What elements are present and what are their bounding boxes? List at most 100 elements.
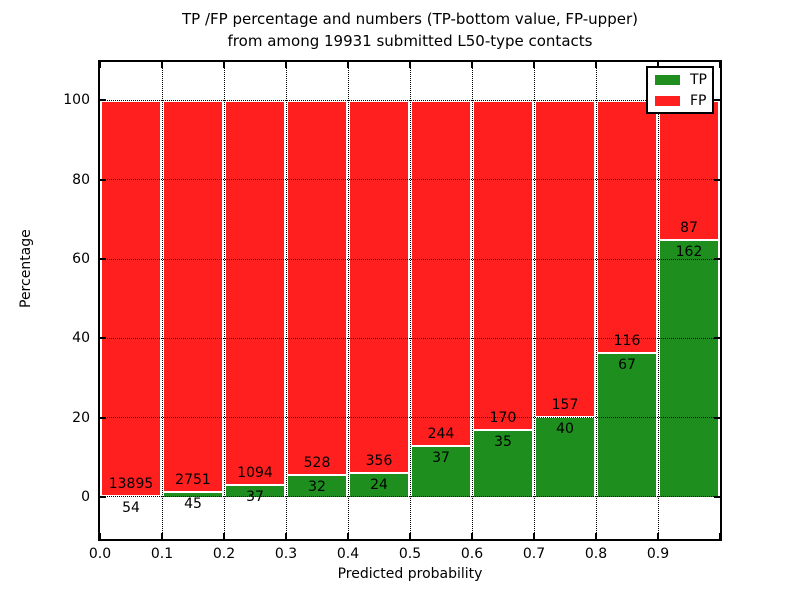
x-tick-mark-bottom [595, 533, 597, 539]
bar-fp-count-label: 157 [551, 397, 579, 414]
x-tick-label: 0.3 [274, 546, 298, 562]
legend-item-tp: TP [648, 69, 712, 90]
y-tick-label: 0 [81, 488, 90, 505]
y-tick-mark-left [100, 337, 106, 340]
v-gridline [595, 62, 597, 539]
bar-tp-count-label: 45 [184, 495, 202, 512]
v-gridline [161, 62, 163, 539]
v-gridline [657, 62, 659, 539]
bar-fp-count-label: 87 [680, 220, 698, 236]
bar-fp-segment [410, 100, 472, 445]
x-tick-mark-top [719, 62, 721, 68]
x-tick-mark-bottom [285, 533, 287, 539]
x-tick-mark-bottom [533, 533, 535, 539]
legend-swatch-fp [655, 95, 680, 106]
x-tick-mark-bottom [471, 533, 473, 539]
y-tick-label: 60 [72, 251, 90, 268]
bar-tp-count-label: 54 [122, 500, 140, 517]
x-tick-mark-top [223, 62, 225, 68]
v-gridline [223, 62, 225, 539]
bar-fp-segment [100, 100, 162, 496]
bar-fp-segment [658, 100, 720, 239]
bar-tp-count-label: 162 [675, 244, 703, 260]
x-tick-mark-top [161, 62, 163, 68]
y-tick-mark-left [100, 258, 106, 261]
legend-label-tp: TP [690, 71, 707, 88]
x-tick-mark-bottom [161, 533, 163, 539]
chart-title-line1: TP /FP percentage and numbers (TP-bottom… [182, 10, 638, 28]
x-tick-label: 0.1 [150, 546, 174, 562]
y-tick-mark-right [714, 337, 720, 340]
bar-tp-count-label: 67 [618, 356, 636, 373]
x-tick-mark-top [99, 62, 101, 68]
bar-fp-count-label: 244 [427, 425, 455, 442]
v-gridline [347, 62, 349, 539]
y-tick-label: 80 [72, 171, 90, 188]
bar-fp-count-label: 528 [303, 455, 331, 472]
bar-tp-count-label: 35 [494, 434, 512, 451]
y-tick-mark-right [714, 416, 720, 419]
x-tick-mark-bottom [223, 533, 225, 539]
bar-tp-segment [658, 239, 720, 497]
x-tick-mark-bottom [719, 533, 721, 539]
legend: TP FP [646, 66, 714, 114]
bar-tp-segment [286, 474, 348, 497]
x-tick-mark-bottom [99, 533, 101, 539]
chart-title-line2: from among 19931 submitted L50-type cont… [227, 32, 593, 50]
x-tick-mark-top [285, 62, 287, 68]
x-tick-mark-bottom [409, 533, 411, 539]
v-gridline [285, 62, 287, 539]
bar-tp-segment [410, 444, 472, 497]
x-tick-mark-top [347, 62, 349, 68]
x-tick-mark-top [471, 62, 473, 68]
y-tick-mark-left [100, 416, 106, 419]
x-tick-label: 0.8 [584, 546, 608, 562]
y-tick-label: 40 [72, 330, 90, 347]
legend-item-fp: FP [648, 90, 712, 111]
chart-title: TP /FP percentage and numbers (TP-bottom… [98, 8, 722, 52]
bar-tp-count-label: 32 [308, 479, 326, 496]
y-tick-mark-right [714, 178, 720, 181]
x-tick-mark-bottom [657, 533, 659, 539]
x-tick-label: 0.7 [522, 546, 546, 562]
legend-swatch-tp [655, 74, 680, 85]
bar-tp-count-label: 37 [246, 488, 264, 505]
v-gridline [409, 62, 411, 539]
bar-tp-segment [472, 429, 534, 497]
legend-label-fp: FP [690, 92, 707, 109]
x-tick-label: 0.0 [88, 546, 112, 562]
y-tick-mark-right [714, 99, 720, 102]
y-tick-mark-right [714, 258, 720, 261]
bar-tp-segment [348, 471, 410, 497]
bar-fp-segment [224, 100, 286, 484]
bar-tp-segment [224, 483, 286, 497]
bar-tp-segment [162, 490, 224, 497]
bar-tp-segment [596, 351, 658, 497]
y-tick-mark-left [100, 99, 106, 102]
bar-tp-count-label: 40 [556, 421, 574, 438]
bar-fp-segment [472, 100, 534, 430]
x-tick-mark-top [409, 62, 411, 68]
bar-tp-count-label: 24 [370, 476, 388, 493]
bar-fp-segment [348, 100, 410, 472]
bar-tp-count-label: 37 [432, 449, 450, 466]
x-axis-label: Predicted probability [337, 566, 483, 582]
y-tick-mark-left [100, 495, 106, 498]
v-gridline [533, 62, 535, 539]
bar-fp-count-label: 1094 [237, 464, 273, 481]
y-tick-mark-left [100, 178, 106, 181]
x-tick-mark-top [657, 62, 659, 68]
x-tick-label: 0.5 [398, 546, 422, 562]
bar-fp-segment [162, 100, 224, 491]
x-tick-label: 0.4 [336, 546, 360, 562]
y-tick-label: 20 [72, 409, 90, 426]
x-tick-mark-bottom [347, 533, 349, 539]
x-tick-label: 0.2 [212, 546, 236, 562]
v-gridline [471, 62, 473, 539]
bar-fp-count-label: 2751 [175, 471, 211, 488]
bar-fp-count-label: 13895 [108, 476, 154, 493]
x-tick-label: 0.6 [460, 546, 484, 562]
y-tick-mark-right [714, 495, 720, 498]
y-tick-label: 100 [63, 92, 90, 109]
